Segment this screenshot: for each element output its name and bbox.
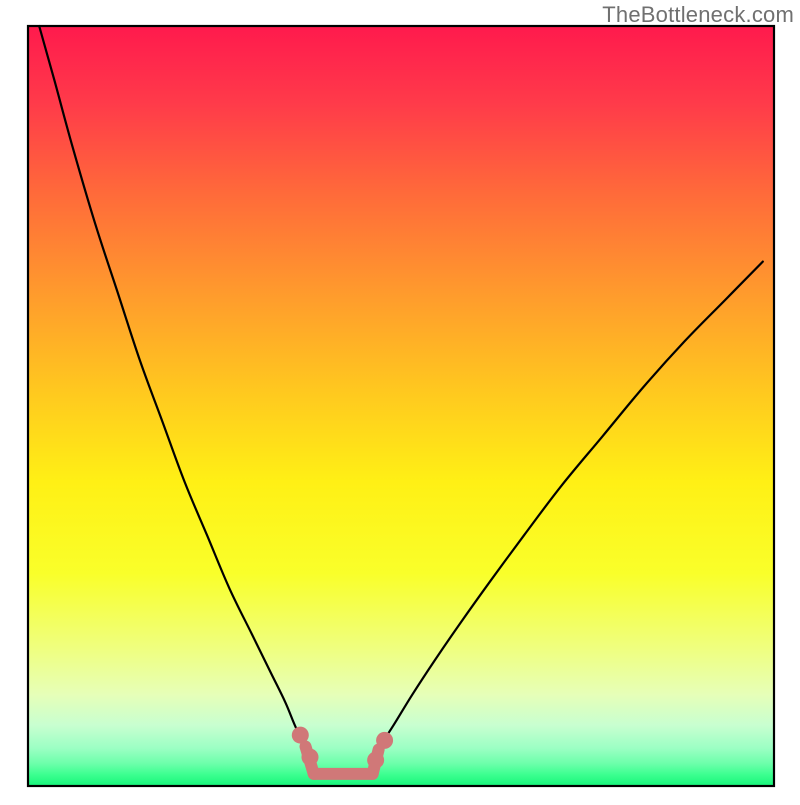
chart-container	[0, 0, 800, 800]
optimal-range-dot	[292, 727, 309, 744]
chart-background	[28, 26, 774, 786]
optimal-range-dot	[301, 749, 318, 766]
optimal-range-dot	[367, 752, 384, 769]
optimal-range-dot	[376, 732, 393, 749]
bottleneck-chart	[0, 0, 800, 800]
watermark-text: TheBottleneck.com	[602, 2, 794, 28]
